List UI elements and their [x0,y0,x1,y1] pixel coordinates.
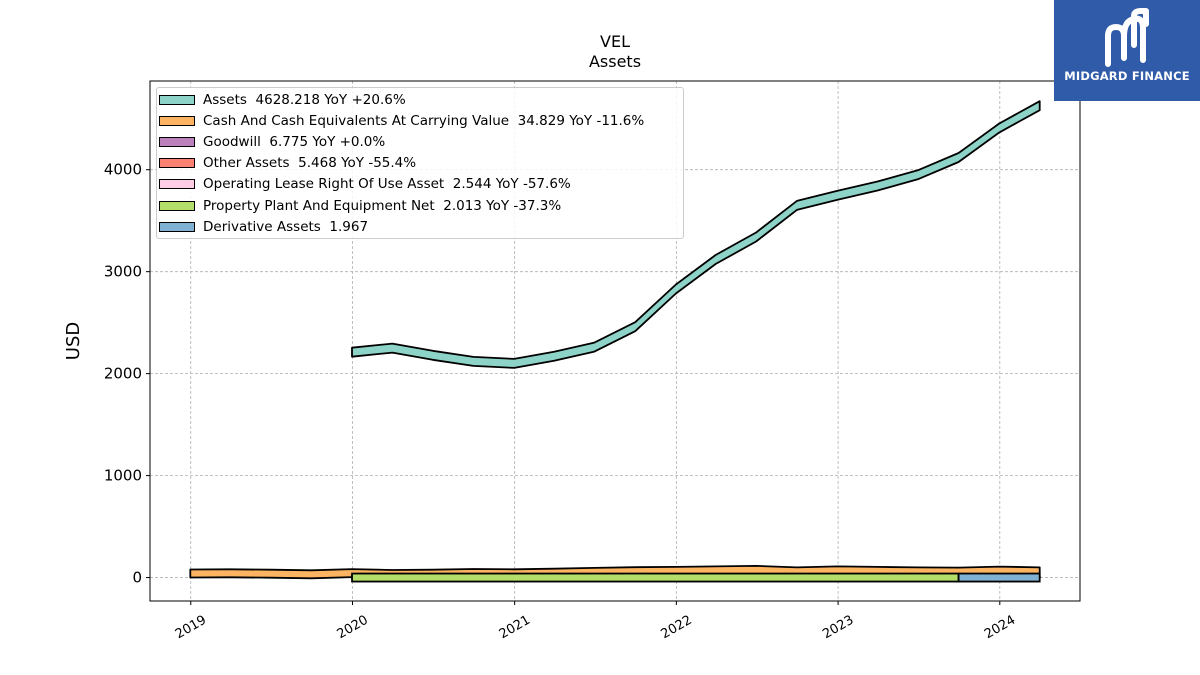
legend-swatch [159,179,195,190]
legend-item: Cash And Cash Equivalents At Carrying Va… [159,110,644,131]
x-tick-label: 2019 [173,613,209,643]
legend-item: Assets 4628.218 YoY +20.6% [159,89,406,110]
y-tick-label: 3000 [104,263,142,281]
legend-swatch [159,200,195,211]
series-area-assets [351,100,1041,369]
y-tick-label: 4000 [104,161,142,179]
y-tick-label: 2000 [104,365,142,383]
x-tick-label: 2022 [659,613,695,643]
legend-label: Property Plant And Equipment Net 2.013 Y… [203,197,562,214]
legend-label: Goodwill 6.775 YoY +0.0% [203,133,386,150]
chart-title: VEL [600,32,630,51]
legend-item: Goodwill 6.775 YoY +0.0% [159,131,385,152]
legend-item: Operating Lease Right Of Use Asset 2.544… [159,174,571,195]
x-tick-label: 2023 [820,613,856,643]
series-bar-derivative [957,572,1041,583]
chart-subtitle: Assets [588,52,642,71]
legend-label: Derivative Assets 1.967 [203,218,369,235]
legend-swatch [159,94,195,105]
midgard-m-logo-icon [1105,8,1149,67]
y-axis-label: USD [63,322,84,360]
series-areas [189,100,1041,583]
midgard-finance-logo: MIDGARD FINANCE [1054,0,1200,101]
legend-label: Cash And Cash Equivalents At Carrying Va… [203,112,645,129]
legend-label: Assets 4628.218 YoY +20.6% [203,91,406,108]
plot-frame [149,80,1081,602]
legend-label: Operating Lease Right Of Use Asset 2.544… [203,176,571,193]
chart-legend: Assets 4628.218 YoY +20.6% Cash And Cash … [156,87,684,239]
y-tick-label: 1000 [104,467,142,485]
legend-swatch [159,115,195,126]
legend-label: Other Assets 5.468 YoY -55.4% [203,155,417,172]
x-tick-label: 2020 [335,613,371,643]
brand-name: MIDGARD FINANCE [1064,69,1190,83]
legend-item: Other Assets 5.468 YoY -55.4% [159,153,416,174]
x-tick-label: 2024 [982,613,1018,643]
y-tick-label: 0 [132,569,142,587]
legend-item: Derivative Assets 1.967 [159,216,368,237]
legend-swatch [159,158,195,169]
legend-item: Property Plant And Equipment Net 2.013 Y… [159,195,561,216]
x-tick-label: 2021 [497,613,533,643]
series-bar-ppe [351,572,960,583]
legend-swatch [159,221,195,232]
legend-swatch [159,136,195,147]
